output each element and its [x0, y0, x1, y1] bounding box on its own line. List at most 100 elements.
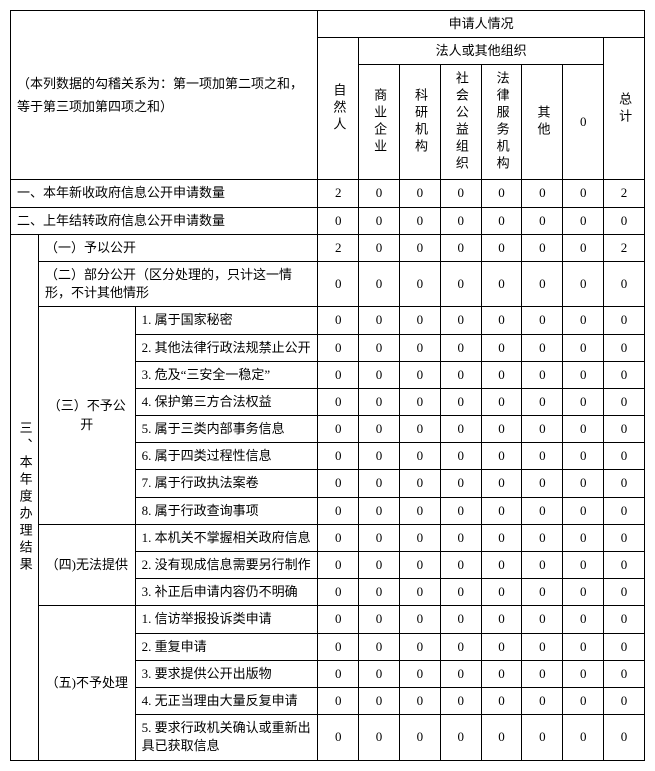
- s3-label: （三）不予公开: [38, 307, 135, 525]
- cell: 0: [440, 633, 481, 660]
- cell: 0: [563, 361, 604, 388]
- s3-item: 3. 危及“三安全一稳定”: [135, 361, 318, 388]
- cell: 0: [399, 443, 440, 470]
- cell: 0: [359, 606, 400, 633]
- cell: 0: [481, 715, 522, 760]
- cell: 0: [440, 261, 481, 306]
- header-legal-4: 其他: [522, 65, 563, 180]
- cell: 0: [604, 334, 645, 361]
- cell: 0: [481, 261, 522, 306]
- cell: 0: [604, 307, 645, 334]
- cell: 0: [359, 361, 400, 388]
- cell: 0: [318, 361, 359, 388]
- cell: 0: [563, 633, 604, 660]
- cell: 0: [440, 361, 481, 388]
- cell: 0: [318, 579, 359, 606]
- cell: 0: [563, 579, 604, 606]
- cell: 0: [481, 660, 522, 687]
- cell: 0: [399, 715, 440, 760]
- cell: 0: [604, 416, 645, 443]
- cell: 0: [399, 416, 440, 443]
- s3-item: 5. 属于三类内部事务信息: [135, 416, 318, 443]
- cell: 0: [522, 497, 563, 524]
- cell: 0: [318, 606, 359, 633]
- cell: 0: [440, 497, 481, 524]
- cell: 0: [359, 497, 400, 524]
- cell: 0: [440, 660, 481, 687]
- cell: 0: [359, 552, 400, 579]
- cell: 0: [399, 470, 440, 497]
- cell: 0: [399, 361, 440, 388]
- cell: 0: [399, 497, 440, 524]
- cell: 0: [563, 552, 604, 579]
- cell: 0: [399, 261, 440, 306]
- header-legal-2: 社会公益组织: [440, 65, 481, 180]
- header-legal-0: 商业企业: [359, 65, 400, 180]
- cell: 0: [440, 606, 481, 633]
- cell: 0: [440, 552, 481, 579]
- cell: 0: [522, 361, 563, 388]
- cell: 0: [318, 660, 359, 687]
- cell: 0: [604, 470, 645, 497]
- cell: 0: [522, 470, 563, 497]
- cell: 0: [318, 524, 359, 551]
- cell: 0: [481, 334, 522, 361]
- cell: 0: [481, 633, 522, 660]
- cell: 0: [563, 470, 604, 497]
- cell: 0: [440, 443, 481, 470]
- table-row: （三）不予公开 1. 属于国家秘密 00000000: [11, 307, 645, 334]
- cell: 0: [318, 334, 359, 361]
- cell: 0: [522, 443, 563, 470]
- cell: 0: [522, 687, 563, 714]
- cell: 0: [604, 660, 645, 687]
- cell: 0: [604, 606, 645, 633]
- cell: 0: [522, 307, 563, 334]
- cell: 0: [440, 524, 481, 551]
- row-one-label: 一、本年新收政府信息公开申请数量: [11, 180, 318, 207]
- table-row: 二、上年结转政府信息公开申请数量 0 0 0 0 0 0 0 0: [11, 207, 645, 234]
- cell: 0: [522, 334, 563, 361]
- cell: 0: [440, 307, 481, 334]
- cell: 0: [399, 524, 440, 551]
- s4-item: 2. 没有现成信息需要另行制作: [135, 552, 318, 579]
- cell: 0: [563, 687, 604, 714]
- header-natural-person: 自然人: [318, 38, 359, 180]
- cell: 0: [481, 234, 522, 261]
- cell: 0: [481, 207, 522, 234]
- cell: 0: [399, 307, 440, 334]
- cell: 0: [440, 388, 481, 415]
- header-legal-5: 0: [563, 65, 604, 180]
- cell: 0: [604, 552, 645, 579]
- cell: 0: [563, 497, 604, 524]
- s4-item: 1. 本机关不掌握相关政府信息: [135, 524, 318, 551]
- cell: 0: [604, 524, 645, 551]
- cell: 0: [359, 180, 400, 207]
- cell: 0: [604, 633, 645, 660]
- table-row: （五)不予处理 1. 信访举报投诉类申请 00000000: [11, 606, 645, 633]
- cell: 0: [522, 207, 563, 234]
- cell: 0: [563, 261, 604, 306]
- cell: 0: [563, 388, 604, 415]
- cell: 0: [481, 361, 522, 388]
- cell: 0: [604, 207, 645, 234]
- cell: 0: [399, 388, 440, 415]
- cell: 0: [399, 579, 440, 606]
- cell: 0: [359, 470, 400, 497]
- cell: 0: [563, 443, 604, 470]
- cell: 0: [318, 633, 359, 660]
- s4-item: 3. 补正后申请内容仍不明确: [135, 579, 318, 606]
- cell: 0: [481, 497, 522, 524]
- cell: 0: [318, 687, 359, 714]
- cell: 0: [440, 579, 481, 606]
- cell: 0: [399, 334, 440, 361]
- cell: 0: [522, 234, 563, 261]
- cell: 0: [440, 234, 481, 261]
- cell: 0: [318, 261, 359, 306]
- row-s1-label: （一）予以公开: [38, 234, 317, 261]
- s3-item: 2. 其他法律行政法规禁止公开: [135, 334, 318, 361]
- section-three-label: 三、本年度办理结果: [11, 234, 39, 760]
- cell: 0: [481, 606, 522, 633]
- cell: 0: [359, 524, 400, 551]
- header-legal-group: 法人或其他组织: [359, 38, 604, 65]
- cell: 0: [399, 234, 440, 261]
